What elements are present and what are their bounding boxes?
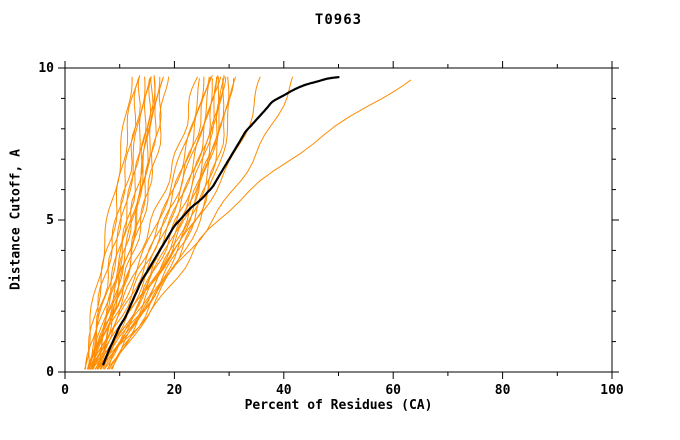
model-series-line [84,76,133,370]
model-series-line [99,76,293,370]
x-tick-label: 20 [167,383,183,398]
model-series-line [88,76,156,370]
model-series-line [89,76,170,370]
x-axis-label: Percent of Residues (CA) [244,398,433,413]
model-series-line [108,76,236,370]
model-series-line [87,76,152,370]
y-tick-label: 10 [38,61,54,76]
model-series-line [103,76,225,370]
model-series-line [90,76,205,370]
y-tick-label: 0 [46,365,54,380]
model-series-line [94,78,213,370]
model-series-line [104,78,224,370]
x-tick-label: 100 [600,383,624,398]
model-series-line [97,79,412,370]
plot-border [64,67,613,373]
model-series-line [88,78,139,370]
y-tick-label: 5 [46,213,54,228]
model-series-line [88,76,198,370]
x-tick-label: 80 [495,383,511,398]
x-tick-label: 40 [276,383,292,398]
x-tick-label: 60 [385,383,401,398]
y-axis-label: Distance Cutoff, A [8,149,24,290]
model-series-line [88,76,154,370]
x-tick-label: 0 [61,383,69,398]
model-series-line [99,75,219,370]
model-series-line [107,76,227,370]
model-series-line [90,76,210,370]
model-series-line [96,75,213,370]
highlighted-series-line [102,75,340,366]
model-series-line [87,75,141,370]
chart-title: T0963 [314,12,363,28]
model-series-line [92,78,164,370]
model-series-line [110,76,230,370]
